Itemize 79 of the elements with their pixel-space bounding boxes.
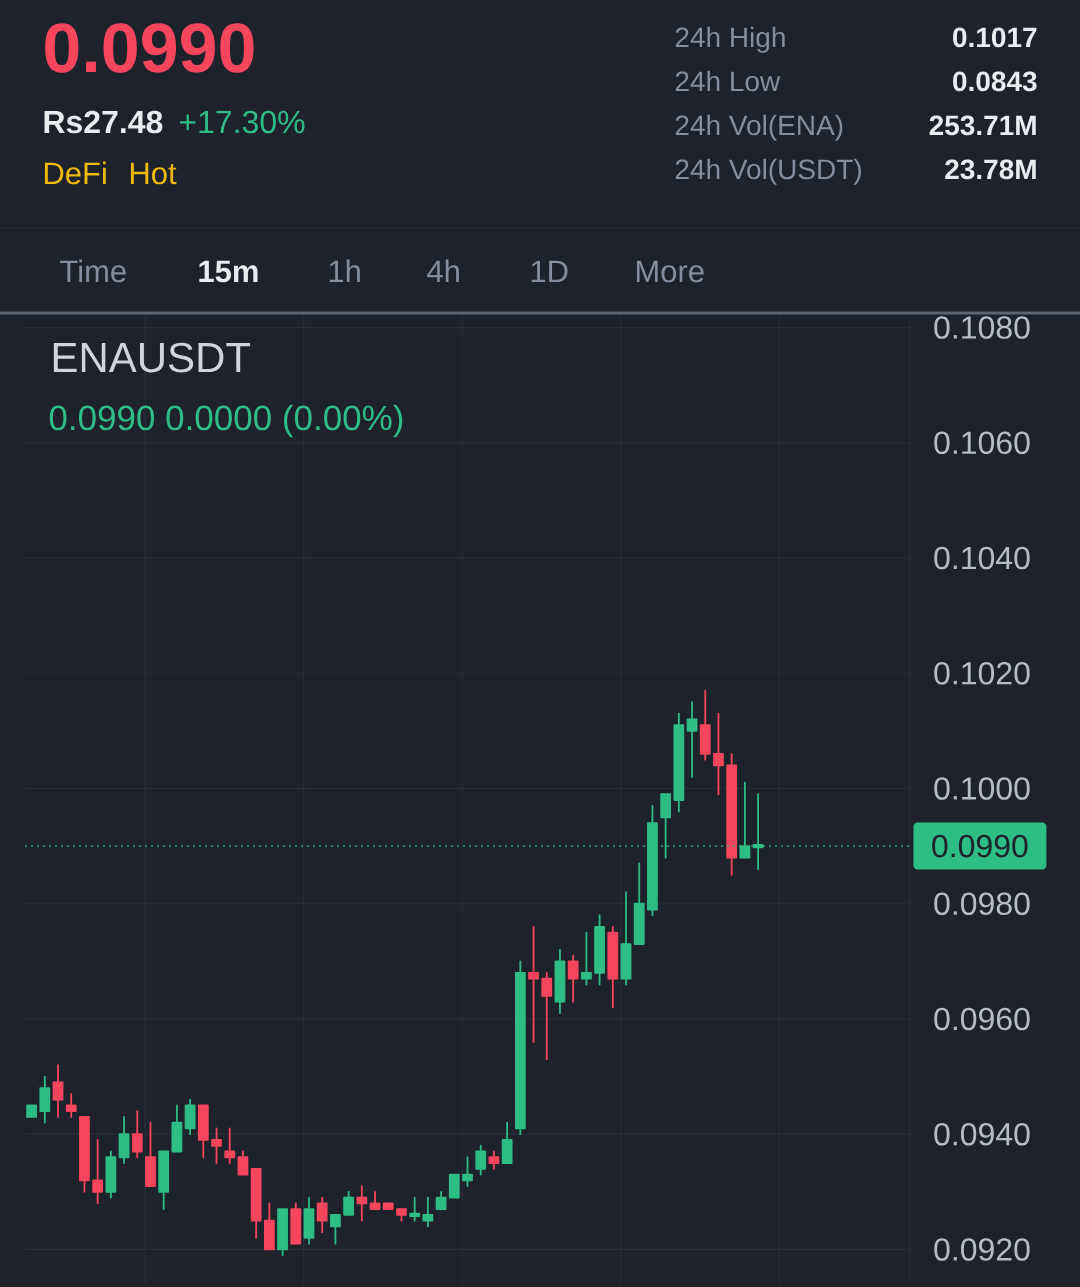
candlestick: [699, 689, 711, 761]
candlestick: [131, 1110, 143, 1159]
candlestick: [369, 1190, 381, 1211]
candlestick: [224, 1127, 236, 1164]
candlestick: [197, 1104, 209, 1159]
text: 1D: [531, 260, 568, 283]
candlestick: [620, 891, 632, 986]
candlestick: [316, 1196, 328, 1234]
y-tick-label: 0.1020: [934, 661, 1030, 685]
text: Time: [60, 259, 126, 283]
candlestick: [277, 1208, 288, 1257]
candlestick: [422, 1196, 434, 1228]
text: 15m: [199, 260, 258, 283]
y-tick-label: 0.0980: [934, 892, 1030, 916]
candlestick: [580, 931, 592, 986]
y-tick-label: 0.1080: [934, 316, 1030, 339]
candlestick: [290, 1202, 302, 1245]
candlestick: [92, 1139, 104, 1205]
candlestick: [435, 1190, 447, 1211]
candlestick: [343, 1190, 355, 1216]
text: 0.0990 0.0000 (0.00%): [49, 404, 403, 438]
candlestick: [118, 1116, 130, 1164]
candlestick: [145, 1121, 156, 1187]
candlestick: [607, 925, 619, 1009]
candlestick: [409, 1196, 421, 1222]
y-tick-label: 0.1060: [934, 431, 1030, 455]
text: 1h: [329, 259, 360, 283]
candlestick: [673, 712, 685, 813]
candlestick: [65, 1092, 77, 1118]
text: DeFi: [44, 161, 106, 185]
text: Hot: [130, 162, 177, 185]
chart-title: ENAUSDT: [53, 342, 251, 373]
candlestick: [726, 753, 738, 876]
candlestick: [52, 1064, 64, 1118]
text: More: [636, 260, 704, 283]
candlestick: [633, 862, 645, 945]
candlestick: [303, 1196, 315, 1245]
text: 24h Vol(USDT): [675, 158, 861, 185]
candlestick: [26, 1104, 37, 1118]
text: 0.1017: [953, 27, 1037, 48]
candlestick: [39, 1075, 51, 1124]
text: Rs27.48: [44, 110, 163, 134]
candlestick: [158, 1150, 170, 1211]
candlestick: [263, 1202, 275, 1251]
candlestick: [501, 1121, 513, 1164]
candlestick: [250, 1167, 262, 1239]
y-tick-label: 0.0940: [934, 1122, 1030, 1146]
candlestick: [171, 1104, 183, 1153]
candlestick: [686, 701, 698, 778]
text: 4h: [427, 259, 459, 283]
text: 0.0843: [953, 71, 1037, 92]
candlestick: [79, 1116, 90, 1193]
candlestick: [514, 960, 526, 1136]
text: 24h Vol(ENA): [675, 114, 843, 141]
y-tick-label: 0.1000: [934, 777, 1030, 800]
candlestick: [594, 914, 605, 986]
candlestick: [567, 954, 579, 1003]
candlestick: [475, 1144, 487, 1176]
text: 24h Low: [675, 70, 781, 92]
y-tick-label: 0.0960: [934, 1007, 1030, 1031]
candlestick: [554, 948, 566, 1015]
candlestick: [330, 1213, 341, 1245]
candlestick: [184, 1098, 196, 1136]
candlestick: [105, 1150, 117, 1199]
candlestick: [356, 1185, 368, 1222]
candlestick: [448, 1173, 460, 1199]
ref-line-label: 0.0990: [932, 834, 1028, 858]
text: 253.71M: [929, 115, 1036, 136]
candlestick: [396, 1208, 407, 1222]
y-tick-label: 0.0920: [934, 1238, 1030, 1261]
candlestick: [541, 971, 553, 1061]
candlestick: [237, 1150, 249, 1176]
text: +17.30%: [179, 110, 305, 134]
candlestick: [382, 1202, 394, 1211]
candlestick: [488, 1150, 500, 1170]
y-tick-label: 0.1040: [934, 546, 1030, 570]
text: 23.78M: [945, 159, 1036, 180]
text: 0.0990: [45, 23, 254, 73]
text: 24h High: [675, 26, 785, 53]
